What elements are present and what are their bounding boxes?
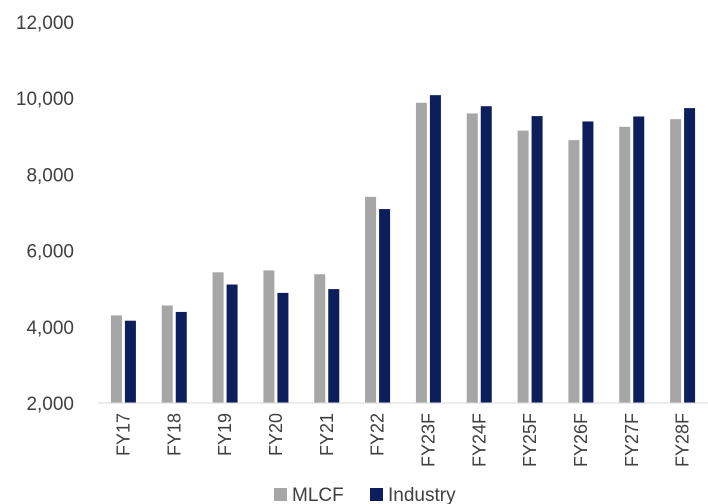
x-tick-label: FY19 [215,413,235,456]
bar-industry-fy26f [582,121,594,403]
bar-industry-fy17 [124,320,136,403]
bar-mlcf-fy22 [365,196,377,403]
y-tick-label: 8,000 [26,165,74,186]
x-axis: FY17 FY18 FY19 FY20 FY21 FY22 FY23F FY24F FY25F F… [113,413,692,467]
bar-mlcf-fy23f [415,102,427,403]
x-tick-label: FY24F [469,413,489,467]
x-tick-label: FY26F [571,413,591,467]
bar-mlcf-fy18 [161,305,173,403]
bar-mlcf-fy26f [568,140,580,404]
y-tick-label: 2,000 [26,394,74,415]
x-tick-label: FY28F [673,413,693,467]
legend-swatch-mlcf [274,488,287,501]
bar-mlcf-fy27f [619,126,631,404]
y-tick-label: 6,000 [26,242,74,263]
legend-label-mlcf: MLCF [292,485,344,504]
bar-industry-fy21 [328,289,340,403]
x-tick-label: FY17 [113,413,133,456]
bar-mlcf-fy28f [670,119,682,403]
x-tick-label: FY27F [622,413,642,467]
x-tick-label: FY25F [520,413,540,467]
legend-swatch-industry [370,488,383,501]
bar-mlcf-fy25f [517,130,529,403]
y-tick-label: 12,000 [16,13,74,34]
bar-industry-fy27f [633,116,645,403]
legend: MLCF Industry [274,485,456,504]
bar-mlcf-fy19 [212,272,224,403]
x-tick-label: FY21 [317,413,337,456]
x-tick-label: FY22 [368,413,388,456]
x-tick-label: FY23F [418,413,438,467]
y-tick-label: 4,000 [26,318,74,339]
bar-industry-fy20 [277,292,289,403]
y-tick-label: 10,000 [16,89,74,110]
bar-industry-fy24f [480,106,492,404]
bar-mlcf-fy21 [314,274,326,403]
bar-industry-fy25f [531,116,543,404]
bar-industry-fy22 [379,209,391,403]
bar-industry-fy28f [684,108,696,403]
legend-label-industry: Industry [388,485,456,504]
bar-industry-fy19 [226,284,238,403]
bar-industry-fy18 [175,311,187,403]
bar-industry-fy23f [429,95,441,403]
y-axis: 2,000 4,000 6,000 8,000 10,000 12,000 [16,13,74,415]
bar-mlcf-fy24f [466,113,478,403]
x-tick-label: FY20 [266,413,286,456]
bars [110,95,696,404]
bar-mlcf-fy20 [263,270,275,403]
bar-mlcf-fy17 [110,315,122,403]
x-tick-label: FY18 [164,413,184,456]
